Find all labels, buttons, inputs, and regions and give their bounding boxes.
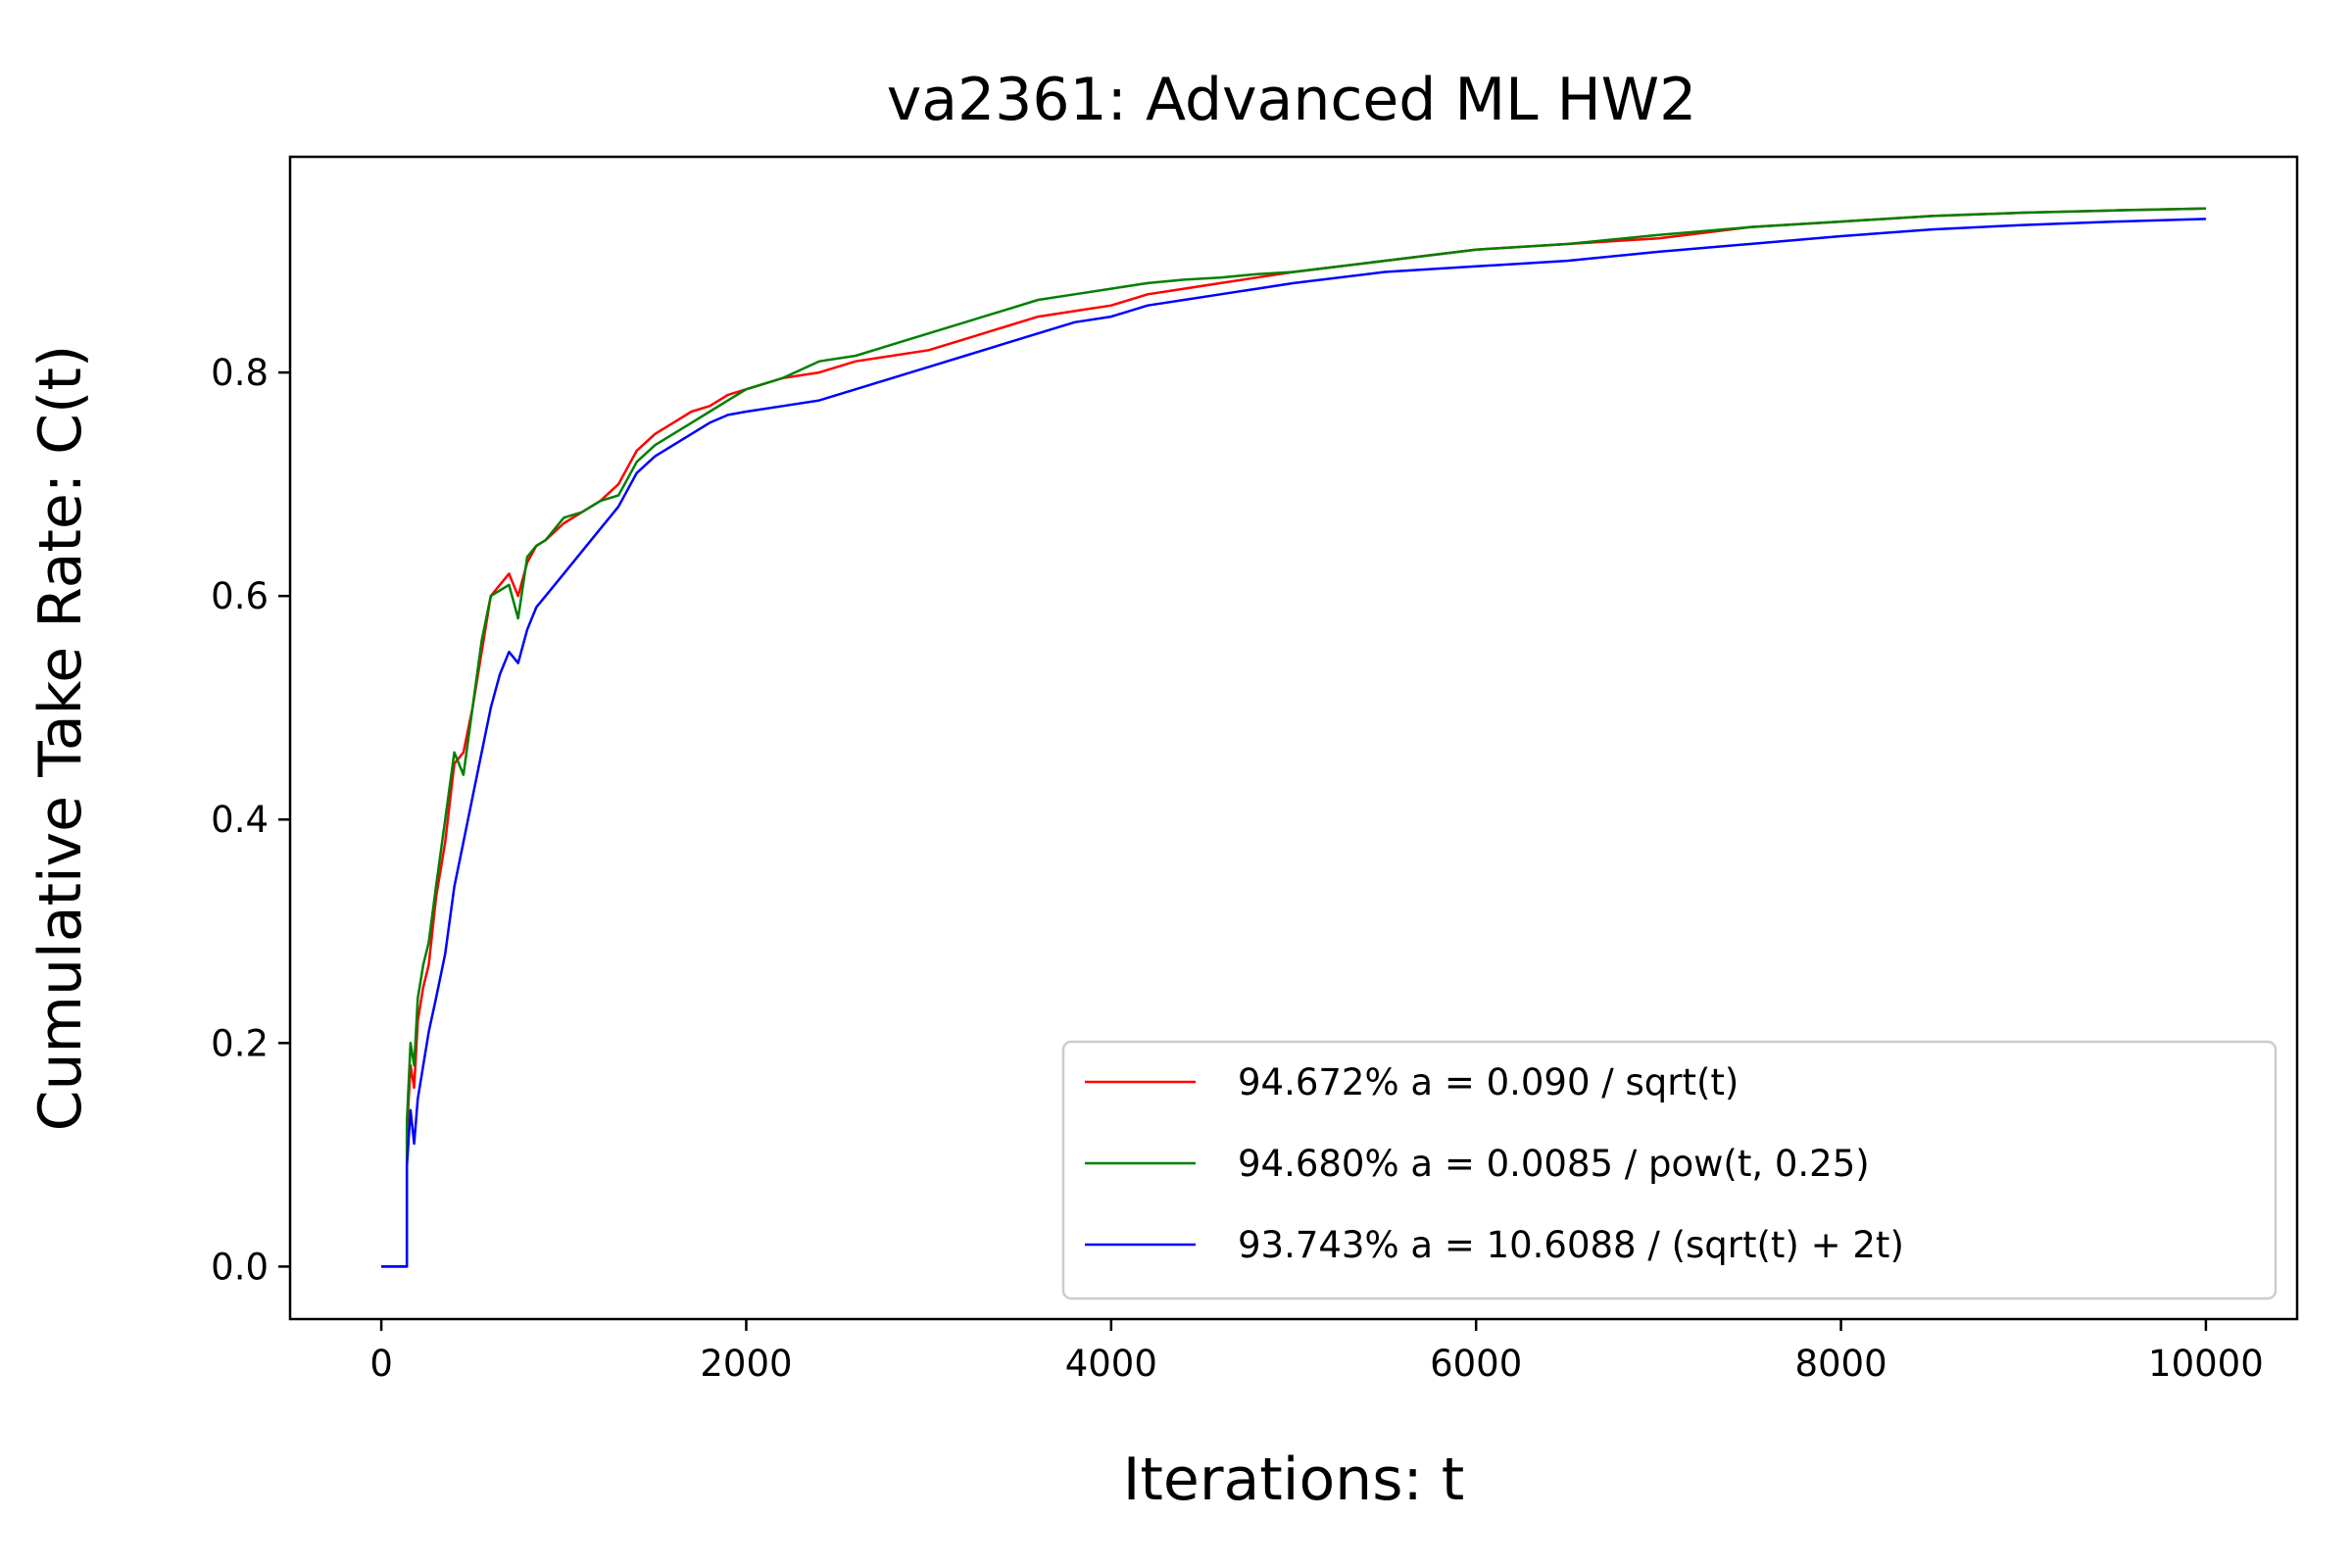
legend-label-2: 94.680% a = 0.0085 / pow(t, 0.25) <box>1238 1143 1870 1185</box>
x-tick-label: 0 <box>369 1343 393 1385</box>
y-axis: 0.0 0.2 0.4 0.6 0.8 <box>211 352 290 1288</box>
y-tick-label: 0.6 <box>211 575 269 617</box>
x-axis-label: Iterations: t <box>1123 1446 1465 1514</box>
y-tick-label: 0.2 <box>211 1022 269 1064</box>
x-tick-label: 4000 <box>1065 1343 1157 1385</box>
series-layer <box>381 207 2206 1268</box>
series-line-3 <box>381 218 2206 1268</box>
x-tick-label: 2000 <box>700 1343 792 1385</box>
legend-label-1: 94.672% a = 0.090 / sqrt(t) <box>1238 1061 1739 1103</box>
legend-box <box>1061 1040 2278 1300</box>
legend: 94.672% a = 0.090 / sqrt(t) 94.680% a = 0… <box>1061 1040 2278 1300</box>
y-axis-label: Cumulative Take Rate: C(t) <box>26 345 95 1132</box>
series-line-2 <box>381 207 2206 1268</box>
x-tick-label: 8000 <box>1794 1343 1886 1385</box>
legend-label-3: 93.743% a = 10.6088 / (sqrt(t) + 2t) <box>1238 1224 1904 1266</box>
legend-entries: 94.672% a = 0.090 / sqrt(t) 94.680% a = 0… <box>1085 1061 1904 1266</box>
y-tick-label: 0.4 <box>211 799 269 841</box>
chart-title: va2361: Advanced ML HW2 <box>887 66 1697 134</box>
x-tick-label: 6000 <box>1430 1343 1522 1385</box>
x-tick-label: 10000 <box>2148 1343 2264 1385</box>
y-tick-label: 0.8 <box>211 352 269 394</box>
y-tick-label: 0.0 <box>211 1246 269 1288</box>
x-axis: 0 2000 4000 6000 8000 10000 <box>369 1319 2264 1385</box>
